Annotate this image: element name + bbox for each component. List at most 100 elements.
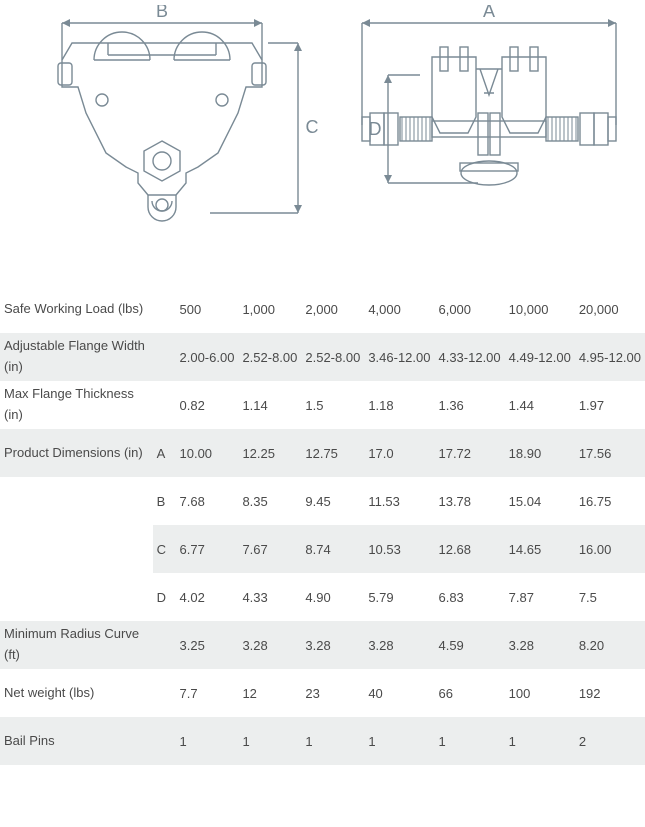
cell: 1,000: [238, 285, 301, 333]
label-A: A: [483, 5, 495, 21]
cell: 1.14: [238, 381, 301, 429]
cell: 3.28: [364, 621, 434, 669]
table-row: D4.024.334.905.796.837.877.5: [0, 573, 645, 621]
row-label: Net weight (lbs): [0, 669, 153, 717]
cell: 1: [238, 717, 301, 765]
cell: 3.28: [238, 621, 301, 669]
cell: 2.52-8.00: [301, 333, 364, 381]
cell: 20,000: [575, 285, 645, 333]
cell: 4.49-12.00: [505, 333, 575, 381]
cell: 1: [434, 717, 504, 765]
cell: 16.00: [575, 525, 645, 573]
label-B: B: [156, 5, 168, 21]
cell: 6.83: [434, 573, 504, 621]
cell: 1: [176, 717, 239, 765]
row-sublabel: [153, 285, 176, 333]
cell: 4.95-12.00: [575, 333, 645, 381]
cell: 12: [238, 669, 301, 717]
spec-table: Safe Working Load (lbs) 5001,0002,0004,00…: [0, 285, 645, 765]
row-sublabel: [153, 717, 176, 765]
cell: 1: [364, 717, 434, 765]
cell: 500: [176, 285, 239, 333]
cell: 192: [575, 669, 645, 717]
row-sublabel: [153, 621, 176, 669]
row-sublabel: [153, 669, 176, 717]
cell: 15.04: [505, 477, 575, 525]
cell: 40: [364, 669, 434, 717]
diagram-area: B C A D: [0, 0, 645, 285]
cell: 66: [434, 669, 504, 717]
table-row: Max Flange Thickness (in)0.821.141.51.18…: [0, 381, 645, 429]
row-label: [0, 573, 153, 621]
table-row: Bail Pins1111112: [0, 717, 645, 765]
cell: 3.46-12.00: [364, 333, 434, 381]
cell: 3.28: [301, 621, 364, 669]
cell: 8.20: [575, 621, 645, 669]
trolley-diagram-svg: B C A D: [0, 5, 645, 285]
row-label: Adjustable Flange Width (in): [0, 333, 153, 381]
cell: 23: [301, 669, 364, 717]
cell: 17.72: [434, 429, 504, 477]
row-sublabel: [153, 333, 176, 381]
cell: 4.33: [238, 573, 301, 621]
row-label: Minimum Radius Curve (ft): [0, 621, 153, 669]
cell: 7.5: [575, 573, 645, 621]
cell: 7.67: [238, 525, 301, 573]
row-label: Product Dimensions (in): [0, 429, 153, 477]
label-C: C: [306, 117, 319, 137]
cell: 1: [505, 717, 575, 765]
cell: 7.68: [176, 477, 239, 525]
cell: 9.45: [301, 477, 364, 525]
row-sublabel: [153, 381, 176, 429]
cell: 10.00: [176, 429, 239, 477]
row-label: Bail Pins: [0, 717, 153, 765]
table-row: Net weight (lbs) 7.712234066100192: [0, 669, 645, 717]
cell: 8.74: [301, 525, 364, 573]
cell: 10.53: [364, 525, 434, 573]
cell: 4.90: [301, 573, 364, 621]
cell: 14.65: [505, 525, 575, 573]
cell: 0.82: [176, 381, 239, 429]
cell: 18.90: [505, 429, 575, 477]
cell: 10,000: [505, 285, 575, 333]
cell: 2.52-8.00: [238, 333, 301, 381]
cell: 6,000: [434, 285, 504, 333]
table-row: Product Dimensions (in)A10.0012.2512.75 1…: [0, 429, 645, 477]
cell: 7.87: [505, 573, 575, 621]
row-sublabel: D: [153, 573, 176, 621]
cell: 17.56: [575, 429, 645, 477]
cell: 12.75: [301, 429, 364, 477]
cell: 1.97: [575, 381, 645, 429]
cell: 12.68: [434, 525, 504, 573]
cell: 5.79: [364, 573, 434, 621]
cell: 2,000: [301, 285, 364, 333]
cell: 3.28: [505, 621, 575, 669]
row-sublabel: A: [153, 429, 176, 477]
cell: 3.25: [176, 621, 239, 669]
cell: 12.25: [238, 429, 301, 477]
cell: 11.53: [364, 477, 434, 525]
cell: 2: [575, 717, 645, 765]
row-label: Safe Working Load (lbs): [0, 285, 153, 333]
cell: 1.18: [364, 381, 434, 429]
cell: 2.00-6.00: [176, 333, 239, 381]
cell: 1: [301, 717, 364, 765]
cell: 1.36: [434, 381, 504, 429]
row-label: [0, 477, 153, 525]
cell: 7.7: [176, 669, 239, 717]
table-row: B7.688.359.4511.5313.7815.0416.75: [0, 477, 645, 525]
cell: 16.75: [575, 477, 645, 525]
cell: 8.35: [238, 477, 301, 525]
table-row: Minimum Radius Curve (ft)3.253.283.283.2…: [0, 621, 645, 669]
cell: 4.02: [176, 573, 239, 621]
cell: 6.77: [176, 525, 239, 573]
row-sublabel: B: [153, 477, 176, 525]
table-row: Adjustable Flange Width (in)2.00-6.002.5…: [0, 333, 645, 381]
cell: 100: [505, 669, 575, 717]
row-label: [0, 525, 153, 573]
row-label: Max Flange Thickness (in): [0, 381, 153, 429]
cell: 4.59: [434, 621, 504, 669]
cell: 4,000: [364, 285, 434, 333]
table-row: Safe Working Load (lbs) 5001,0002,0004,00…: [0, 285, 645, 333]
cell: 13.78: [434, 477, 504, 525]
